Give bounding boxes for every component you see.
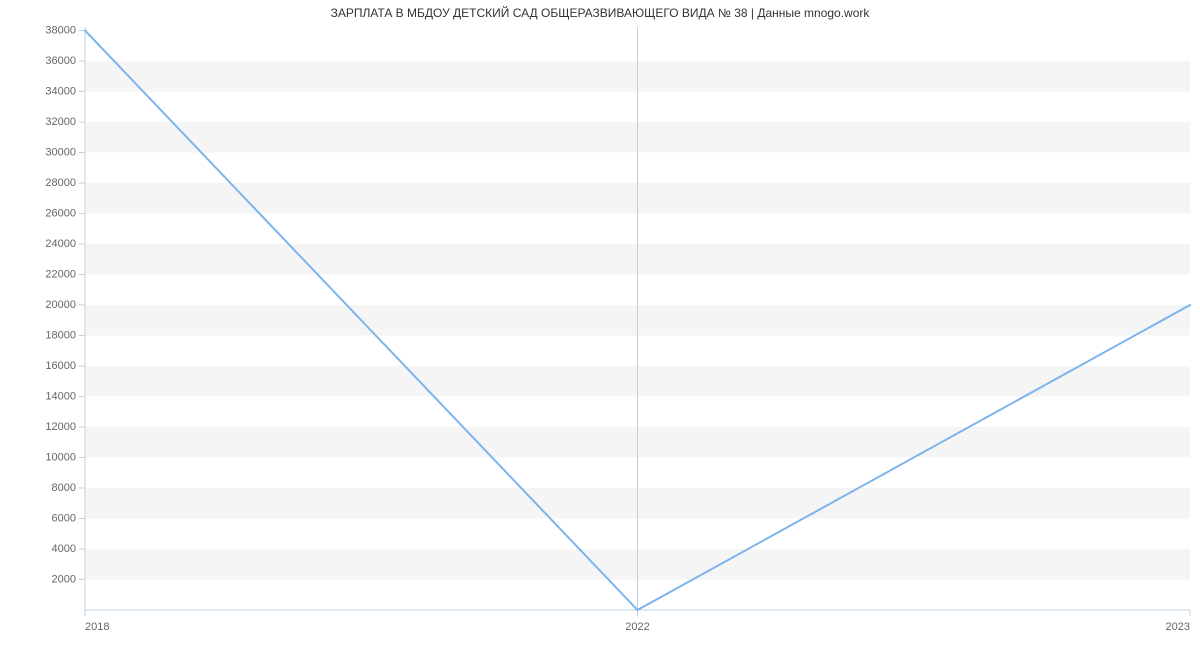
y-tick-label: 22000 <box>45 268 76 280</box>
y-tick-label: 10000 <box>45 451 76 463</box>
y-tick-label: 38000 <box>45 24 76 36</box>
salary-line-chart: ЗАРПЛАТА В МБДОУ ДЕТСКИЙ САД ОБЩЕРАЗВИВА… <box>0 0 1200 650</box>
y-tick-label: 6000 <box>52 512 76 524</box>
y-tick-label: 12000 <box>45 421 76 433</box>
y-tick-label: 8000 <box>52 482 76 494</box>
y-tick-label: 14000 <box>45 390 76 402</box>
y-tick-label: 26000 <box>45 207 76 219</box>
x-tick-label: 2018 <box>85 621 109 633</box>
y-tick-label: 16000 <box>45 360 76 372</box>
y-tick-label: 28000 <box>45 177 76 189</box>
y-tick-label: 36000 <box>45 55 76 67</box>
y-tick-label: 2000 <box>52 573 76 585</box>
y-tick-label: 24000 <box>45 238 76 250</box>
chart-title: ЗАРПЛАТА В МБДОУ ДЕТСКИЙ САД ОБЩЕРАЗВИВА… <box>0 6 1200 20</box>
y-tick-label: 20000 <box>45 299 76 311</box>
chart-svg: 2000 4000 6000 8000 10000 12000 14000 16000 1800… <box>0 0 1200 650</box>
x-tick-label: 2022 <box>625 621 649 633</box>
y-tick-label: 32000 <box>45 116 76 128</box>
x-tick-label: 2023 <box>1166 621 1190 633</box>
y-tick-label: 30000 <box>45 146 76 158</box>
y-tick-label: 34000 <box>45 85 76 97</box>
y-tick-label: 4000 <box>52 543 76 555</box>
y-tick-label: 18000 <box>45 329 76 341</box>
